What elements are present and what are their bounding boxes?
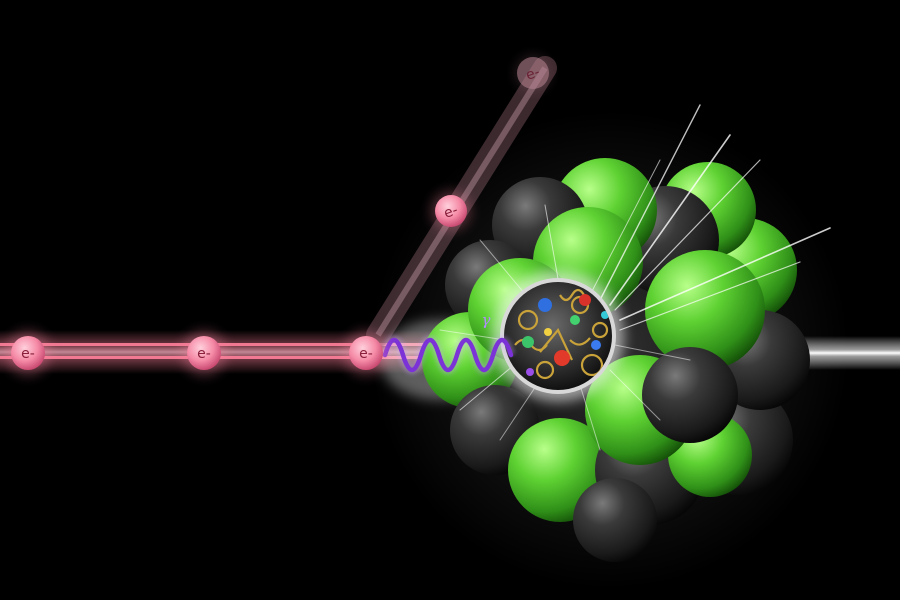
gluon-loops <box>514 288 609 380</box>
electron-label: e- <box>21 346 35 362</box>
quark-red <box>579 294 591 306</box>
neutron <box>573 478 657 562</box>
quark-green <box>570 315 580 325</box>
incoming-electron: e- <box>344 331 388 375</box>
proton <box>645 250 765 370</box>
virtual-photon: γ <box>380 311 516 375</box>
electron-label: e- <box>197 346 211 362</box>
incoming-electron: e- <box>6 331 50 375</box>
electron-label: e- <box>442 202 460 222</box>
quark-yellow <box>544 328 552 336</box>
electron-label: e- <box>359 346 373 362</box>
quark-green <box>522 336 534 348</box>
quark-red <box>554 350 570 366</box>
quark-blue <box>538 298 552 312</box>
neutron <box>642 347 738 443</box>
photon-label: γ <box>482 311 491 329</box>
scattered-electron: e- <box>431 191 471 231</box>
energy-rays <box>439 104 831 451</box>
incoming-electron: e- <box>182 331 226 375</box>
scattered-electron: e- <box>515 55 551 91</box>
quark-purple <box>526 368 534 376</box>
electron-label: e- <box>524 64 542 84</box>
nucleon-core <box>492 270 624 402</box>
quark-blue <box>591 340 601 350</box>
